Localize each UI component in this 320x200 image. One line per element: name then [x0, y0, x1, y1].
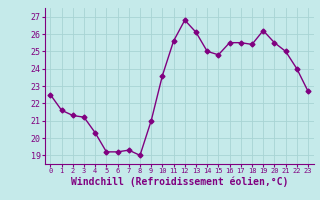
X-axis label: Windchill (Refroidissement éolien,°C): Windchill (Refroidissement éolien,°C): [70, 177, 288, 187]
